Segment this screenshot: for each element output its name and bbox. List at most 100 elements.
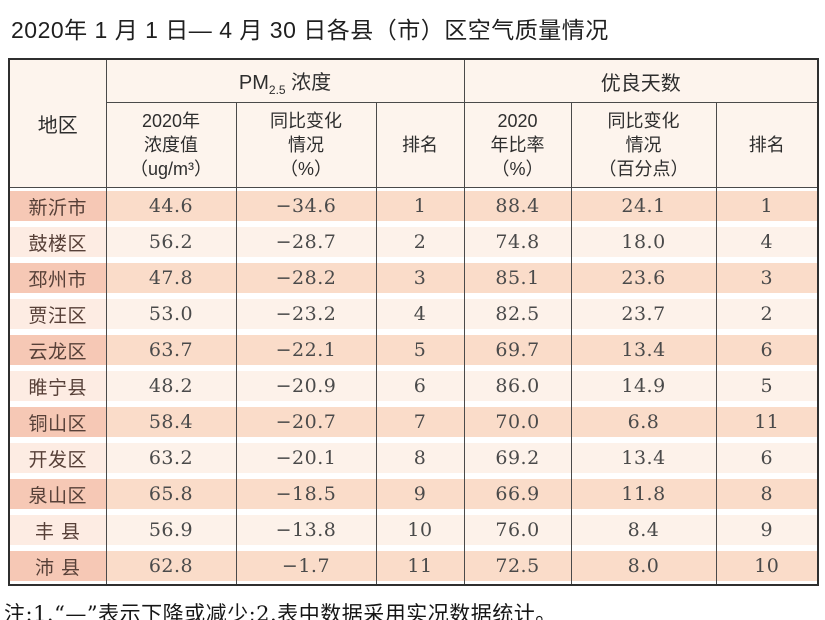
good-rate-cell: 88.4 bbox=[463, 187, 572, 224]
pm-value-cell: 48.2 bbox=[105, 368, 237, 404]
pm-change-cell: −34.6 bbox=[235, 187, 377, 224]
good-rank-cell: 5 bbox=[715, 368, 819, 404]
pm-value-value: 62.8 bbox=[106, 551, 236, 581]
good-rate-cell: 66.9 bbox=[463, 476, 572, 512]
page-title: 2020年 1 月 1 日— 4 月 30 日各县（市）区空气质量情况 bbox=[11, 17, 609, 43]
pm-value-cell: 47.8 bbox=[105, 260, 237, 296]
pm25-label-prefix: PM bbox=[238, 71, 269, 94]
good-change-value: 11.8 bbox=[571, 479, 716, 509]
region-cell: 鼓楼区 bbox=[8, 224, 107, 260]
good-rate-cell: 82.5 bbox=[463, 296, 572, 332]
pm-change-cell: −13.8 bbox=[235, 512, 377, 548]
good-rank-value: 4 bbox=[716, 227, 818, 257]
good-change-value: 8.4 bbox=[571, 515, 716, 545]
good-rate-cell: 86.0 bbox=[463, 368, 572, 404]
good-rate-cell: 69.7 bbox=[463, 332, 572, 368]
pm-change-cell: −18.5 bbox=[235, 476, 377, 512]
pm-value-cell: 56.9 bbox=[105, 512, 237, 548]
region-value: 丰 县 bbox=[10, 515, 106, 545]
header-good-rate: 2020 年比率 （%） bbox=[463, 102, 572, 188]
good-rate-cell: 85.1 bbox=[463, 260, 572, 296]
good-rank-cell: 3 bbox=[715, 260, 819, 296]
table-row: 沛 县 62.8 −1.7 11 72.5 8.0 10 bbox=[8, 548, 819, 585]
pm-value-value: 63.7 bbox=[106, 335, 236, 365]
pm-change-value: −34.6 bbox=[236, 191, 376, 221]
good-rank-cell: 4 bbox=[715, 224, 819, 260]
good-rank-cell: 9 bbox=[715, 512, 819, 548]
pm-value-value: 58.4 bbox=[106, 407, 236, 437]
good-rank-cell: 11 bbox=[715, 404, 819, 440]
good-rank-cell: 1 bbox=[715, 187, 819, 224]
pm-rank-value: 7 bbox=[376, 407, 464, 437]
good-change-cell: 14.9 bbox=[570, 368, 717, 404]
good-rank-value: 9 bbox=[716, 515, 818, 545]
header-group-pm25: PM2.5 浓度 bbox=[105, 58, 465, 103]
table-row: 铜山区 58.4 −20.7 7 70.0 6.8 11 bbox=[8, 404, 819, 440]
region-cell: 开发区 bbox=[8, 440, 107, 476]
pm-rank-cell: 5 bbox=[375, 332, 465, 368]
header-region: 地区 bbox=[8, 58, 107, 188]
good-rate-cell: 69.2 bbox=[463, 440, 572, 476]
good-rate-value: 70.0 bbox=[464, 407, 571, 437]
pm-value-cell: 65.8 bbox=[105, 476, 237, 512]
pm-change-value: −28.7 bbox=[236, 227, 376, 257]
pm25-label-suffix: 浓度 bbox=[285, 71, 332, 94]
good-rate-cell: 76.0 bbox=[463, 512, 572, 548]
header-pm-rank: 排名 bbox=[375, 102, 465, 188]
pm-value-cell: 63.7 bbox=[105, 332, 237, 368]
good-change-value: 24.1 bbox=[571, 191, 716, 221]
good-change-value: 8.0 bbox=[571, 551, 716, 581]
region-cell: 泉山区 bbox=[8, 476, 107, 512]
good-rank-cell: 6 bbox=[715, 440, 819, 476]
pm-value-cell: 58.4 bbox=[105, 404, 237, 440]
good-rate-value: 76.0 bbox=[464, 515, 571, 545]
pm-rank-cell: 2 bbox=[375, 224, 465, 260]
good-rank-value: 8 bbox=[716, 479, 818, 509]
region-value: 邳州市 bbox=[10, 263, 106, 293]
pm-rank-cell: 1 bbox=[375, 187, 465, 224]
pm-rank-cell: 8 bbox=[375, 440, 465, 476]
good-rate-cell: 72.5 bbox=[463, 548, 572, 585]
good-rank-value: 6 bbox=[716, 443, 818, 473]
pm-value-cell: 53.0 bbox=[105, 296, 237, 332]
good-change-cell: 24.1 bbox=[570, 187, 717, 224]
good-change-value: 23.7 bbox=[571, 299, 716, 329]
good-rate-value: 88.4 bbox=[464, 191, 571, 221]
pm-value-cell: 56.2 bbox=[105, 224, 237, 260]
region-cell: 邳州市 bbox=[8, 260, 107, 296]
table-row: 贾汪区 53.0 −23.2 4 82.5 23.7 2 bbox=[8, 296, 819, 332]
good-rank-value: 6 bbox=[716, 335, 818, 365]
good-change-cell: 8.4 bbox=[570, 512, 717, 548]
pm-change-cell: −22.1 bbox=[235, 332, 377, 368]
table-row: 泉山区 65.8 −18.5 9 66.9 11.8 8 bbox=[8, 476, 819, 512]
region-cell: 云龙区 bbox=[8, 332, 107, 368]
region-value: 沛 县 bbox=[10, 551, 106, 581]
pm-rank-value: 10 bbox=[376, 515, 464, 545]
pm-rank-cell: 10 bbox=[375, 512, 465, 548]
good-change-cell: 13.4 bbox=[570, 332, 717, 368]
region-cell: 睢宁县 bbox=[8, 368, 107, 404]
region-value: 睢宁县 bbox=[10, 371, 106, 401]
good-rate-value: 66.9 bbox=[464, 479, 571, 509]
region-value: 泉山区 bbox=[10, 479, 106, 509]
pm-change-value: −28.2 bbox=[236, 263, 376, 293]
pm-rank-value: 11 bbox=[376, 551, 464, 581]
pm-change-value: −18.5 bbox=[236, 479, 376, 509]
good-change-value: 13.4 bbox=[571, 443, 716, 473]
pm-change-cell: −1.7 bbox=[235, 548, 377, 585]
region-cell: 新沂市 bbox=[8, 187, 107, 224]
table-row: 鼓楼区 56.2 −28.7 2 74.8 18.0 4 bbox=[8, 224, 819, 260]
table-row: 开发区 63.2 −20.1 8 69.2 13.4 6 bbox=[8, 440, 819, 476]
region-value: 云龙区 bbox=[10, 335, 106, 365]
pm-rank-value: 4 bbox=[376, 299, 464, 329]
pm-rank-cell: 9 bbox=[375, 476, 465, 512]
pm-rank-value: 8 bbox=[376, 443, 464, 473]
good-rank-cell: 2 bbox=[715, 296, 819, 332]
pm-change-cell: −20.9 bbox=[235, 368, 377, 404]
pm-change-value: −20.9 bbox=[236, 371, 376, 401]
good-rate-value: 69.2 bbox=[464, 443, 571, 473]
header-group-row: 地区 PM2.5 浓度 优良天数 bbox=[8, 58, 819, 188]
pm-change-cell: −28.2 bbox=[235, 260, 377, 296]
good-rank-cell: 8 bbox=[715, 476, 819, 512]
